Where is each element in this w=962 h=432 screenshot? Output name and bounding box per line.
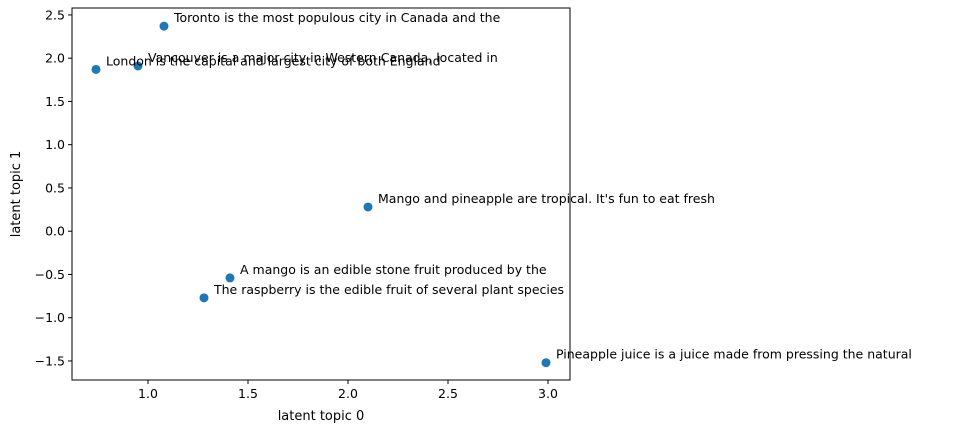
x-tick-label: 3.0 bbox=[538, 386, 558, 401]
y-tick-label: 0.0 bbox=[45, 224, 65, 239]
y-axis-label: latent topic 1 bbox=[9, 151, 24, 238]
point-annotation: Mango and pineapple are tropical. It's f… bbox=[378, 191, 715, 206]
point-annotation: Pineapple juice is a juice made from pre… bbox=[556, 347, 912, 362]
scatter-point bbox=[91, 64, 101, 74]
scatter-point bbox=[541, 358, 551, 368]
scatter-point bbox=[133, 61, 143, 71]
point-annotation: Toronto is the most populous city in Can… bbox=[173, 10, 501, 25]
y-tick-label: 0.5 bbox=[45, 180, 65, 195]
scatter-point bbox=[225, 273, 235, 283]
y-tick-label: 2.5 bbox=[45, 7, 65, 22]
x-axis-label: latent topic 0 bbox=[278, 409, 365, 424]
points-layer bbox=[91, 21, 551, 368]
x-tick-label: 1.0 bbox=[138, 386, 158, 401]
y-tick-label: 1.5 bbox=[45, 94, 65, 109]
point-annotation: The raspberry is the edible fruit of sev… bbox=[213, 282, 564, 297]
y-tick-label: −1.0 bbox=[35, 310, 65, 325]
scatter-point bbox=[363, 202, 373, 212]
y-tick-label: 2.0 bbox=[45, 51, 65, 66]
ticks-layer: 1.0 1.5 2.0 2.5 3.0 −1.5 −1.0 −0.5 0.0 0.5 1.0 1.5 2… bbox=[35, 7, 558, 401]
point-annotation: London is the capital and largest city o… bbox=[106, 53, 441, 68]
y-tick-label: −0.5 bbox=[35, 267, 65, 282]
y-tick-label: 1.0 bbox=[45, 137, 65, 152]
plot-frame bbox=[71, 7, 571, 381]
x-tick-label: 2.0 bbox=[338, 386, 358, 401]
x-tick-label: 2.5 bbox=[438, 386, 458, 401]
x-tick-label: 1.5 bbox=[238, 386, 258, 401]
scatter-point bbox=[199, 293, 209, 303]
point-annotation: A mango is an edible stone fruit produce… bbox=[240, 262, 547, 277]
point-annotation: Vancouver is a major city in Western Can… bbox=[148, 50, 498, 65]
y-tick-label: −1.5 bbox=[35, 353, 65, 368]
scatter-point bbox=[159, 21, 169, 31]
annotations-layer: Toronto is the most populous city in Can… bbox=[106, 10, 912, 362]
